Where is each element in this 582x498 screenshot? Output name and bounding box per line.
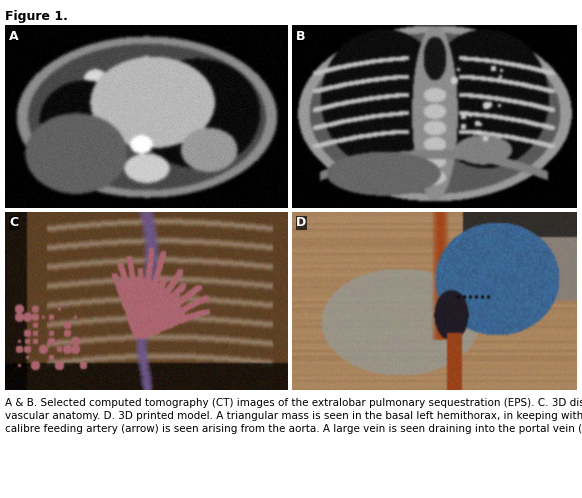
Text: Figure 1.: Figure 1. [5, 10, 68, 23]
Text: B: B [296, 29, 306, 42]
Text: C: C [9, 217, 19, 230]
Text: A & B. Selected computed tomography (CT) images of the extralobar pulmonary sequ: A & B. Selected computed tomography (CT)… [5, 398, 582, 434]
Text: D: D [296, 217, 307, 230]
Text: A: A [9, 29, 19, 42]
